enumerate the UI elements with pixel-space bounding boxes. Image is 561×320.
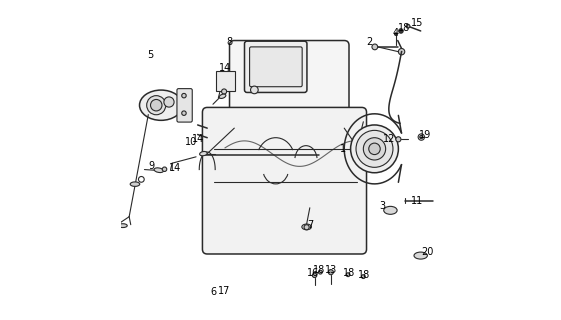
Text: 18: 18 xyxy=(398,23,411,33)
FancyBboxPatch shape xyxy=(245,41,307,92)
Circle shape xyxy=(222,89,227,94)
Circle shape xyxy=(394,33,397,36)
Text: 20: 20 xyxy=(421,247,433,257)
Circle shape xyxy=(182,93,186,98)
Circle shape xyxy=(251,86,258,94)
Circle shape xyxy=(406,24,410,28)
Ellipse shape xyxy=(384,206,397,214)
Text: 16: 16 xyxy=(307,268,319,278)
Text: 14: 14 xyxy=(191,134,204,144)
Circle shape xyxy=(364,138,385,160)
Text: 1: 1 xyxy=(339,144,346,154)
Ellipse shape xyxy=(302,224,311,230)
Text: 8: 8 xyxy=(227,37,233,47)
Text: 12: 12 xyxy=(383,134,395,144)
Circle shape xyxy=(351,125,398,173)
Circle shape xyxy=(361,275,365,278)
Circle shape xyxy=(182,111,186,116)
Circle shape xyxy=(312,273,317,277)
Text: 4: 4 xyxy=(393,28,399,37)
Circle shape xyxy=(399,29,403,33)
Circle shape xyxy=(328,270,333,275)
Text: 11: 11 xyxy=(411,196,424,206)
Circle shape xyxy=(304,225,309,230)
Circle shape xyxy=(346,273,350,276)
Circle shape xyxy=(398,49,404,55)
Circle shape xyxy=(372,44,378,50)
FancyBboxPatch shape xyxy=(177,89,192,122)
Text: 18: 18 xyxy=(358,270,370,280)
Text: 5: 5 xyxy=(148,50,154,60)
Text: 15: 15 xyxy=(411,18,424,28)
Text: 18: 18 xyxy=(343,268,355,278)
Text: 19: 19 xyxy=(419,130,431,140)
Ellipse shape xyxy=(219,94,226,99)
Text: 2: 2 xyxy=(366,37,373,47)
Text: 14: 14 xyxy=(219,63,231,73)
Text: 9: 9 xyxy=(149,161,154,172)
Text: 10: 10 xyxy=(185,138,197,148)
Text: 3: 3 xyxy=(379,201,385,211)
Circle shape xyxy=(420,135,423,139)
Text: 14: 14 xyxy=(169,163,181,173)
Circle shape xyxy=(356,130,393,167)
Ellipse shape xyxy=(154,168,163,172)
Circle shape xyxy=(396,137,401,142)
Ellipse shape xyxy=(414,252,427,259)
FancyBboxPatch shape xyxy=(250,47,302,87)
Text: 6: 6 xyxy=(210,287,217,297)
FancyBboxPatch shape xyxy=(203,108,366,254)
Ellipse shape xyxy=(200,151,207,156)
Ellipse shape xyxy=(140,90,182,120)
Circle shape xyxy=(369,143,380,155)
Circle shape xyxy=(319,270,322,274)
Circle shape xyxy=(146,96,166,115)
Text: 18: 18 xyxy=(312,265,325,275)
Text: 13: 13 xyxy=(325,265,338,275)
Circle shape xyxy=(164,97,174,107)
Bar xyxy=(216,71,235,92)
Circle shape xyxy=(162,167,167,172)
Text: 17: 17 xyxy=(218,286,230,296)
Ellipse shape xyxy=(130,182,140,186)
FancyBboxPatch shape xyxy=(229,41,349,133)
Ellipse shape xyxy=(118,224,127,228)
Text: 7: 7 xyxy=(307,220,314,230)
Circle shape xyxy=(150,100,162,111)
